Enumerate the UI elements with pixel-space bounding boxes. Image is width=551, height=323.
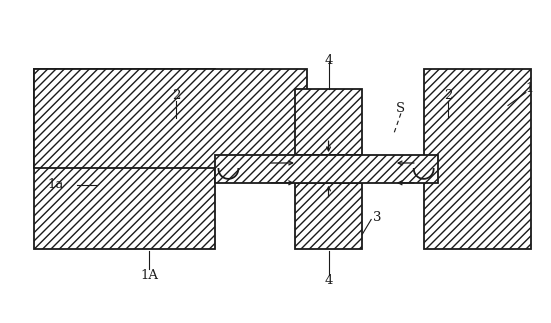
Bar (34, 69, 307, 168)
Text: 3: 3 (373, 211, 381, 224)
Text: 4: 4 (325, 54, 333, 68)
Text: 1a: 1a (47, 178, 63, 191)
Text: 4: 4 (325, 275, 333, 287)
Text: 1: 1 (526, 82, 534, 95)
Text: 2: 2 (172, 89, 180, 102)
Bar (34, 69, 214, 249)
Bar (295, 89, 362, 155)
Bar (295, 183, 362, 249)
Bar (214, 155, 437, 183)
Bar (424, 69, 531, 249)
Text: 2: 2 (444, 89, 453, 102)
Text: S: S (396, 102, 406, 115)
Text: 1A: 1A (140, 268, 158, 282)
